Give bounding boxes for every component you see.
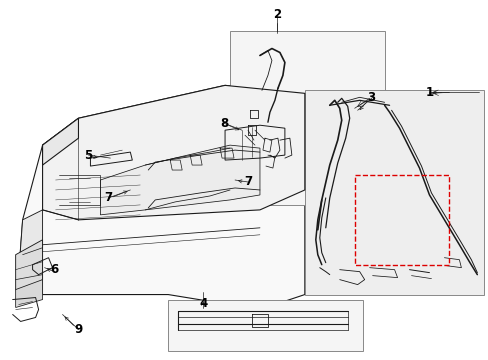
Text: 7: 7 bbox=[244, 175, 251, 189]
Text: 3: 3 bbox=[367, 91, 375, 104]
Text: 6: 6 bbox=[50, 263, 59, 276]
Polygon shape bbox=[100, 145, 260, 215]
Text: 8: 8 bbox=[220, 117, 228, 130]
Polygon shape bbox=[19, 85, 304, 310]
Polygon shape bbox=[168, 300, 362, 351]
Text: 2: 2 bbox=[272, 8, 281, 21]
Text: 9: 9 bbox=[74, 323, 82, 336]
Text: 4: 4 bbox=[199, 297, 207, 310]
Text: 5: 5 bbox=[84, 149, 92, 162]
Polygon shape bbox=[229, 31, 384, 205]
Polygon shape bbox=[304, 90, 483, 294]
Polygon shape bbox=[16, 240, 42, 294]
Text: 1: 1 bbox=[425, 86, 433, 99]
Polygon shape bbox=[42, 118, 78, 165]
Polygon shape bbox=[19, 210, 42, 294]
Polygon shape bbox=[16, 280, 42, 307]
Bar bbox=[354, 175, 448, 265]
Text: 7: 7 bbox=[104, 192, 112, 204]
Polygon shape bbox=[42, 85, 304, 220]
